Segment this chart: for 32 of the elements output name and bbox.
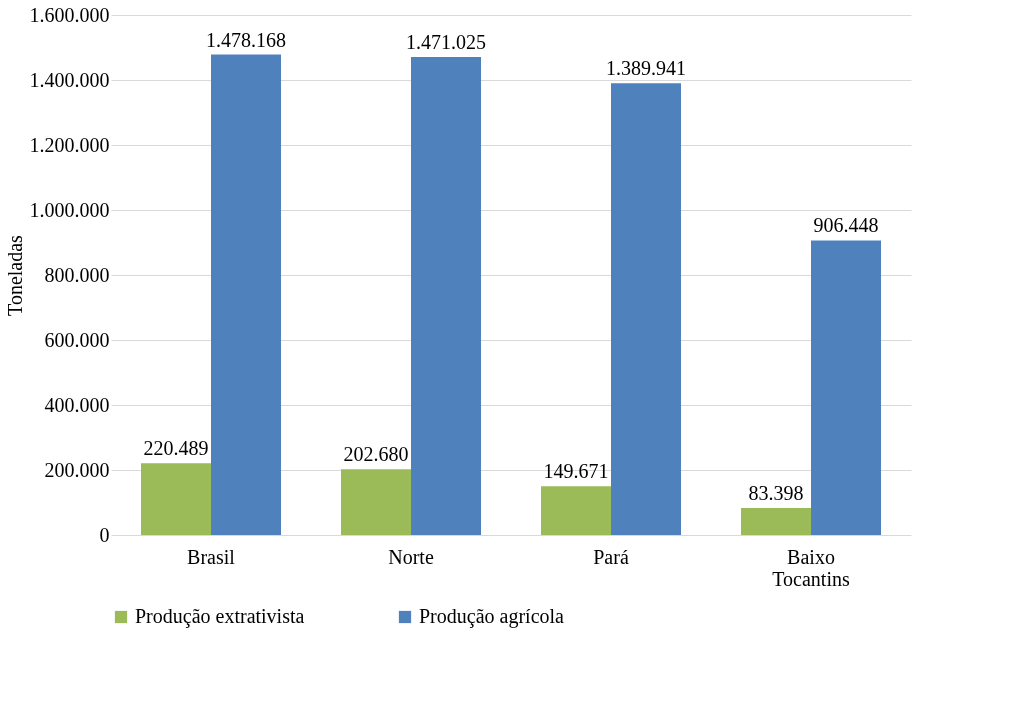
y-axis-title: Toneladas [3,234,26,316]
y-tick-label: 200.000 [44,458,110,481]
bar [141,463,211,535]
data-label: 202.680 [343,443,409,466]
y-tick-label: 1.000.000 [29,198,110,221]
data-label: 83.398 [748,481,804,504]
x-tick-label: Norte [388,545,434,568]
data-label: 1.478.168 [206,28,286,51]
data-label: 1.471.025 [406,30,486,53]
x-tick-label: Pará [593,545,629,568]
y-tick-label: 0 [99,523,110,546]
bar [211,54,281,535]
legend-label: Produção agrícola [419,605,565,628]
data-label: 220.489 [143,437,209,460]
legend-label: Produção extrativista [135,605,305,628]
bar [811,240,881,535]
data-label: 1.389.941 [606,57,686,80]
x-tick-label: Brasil [187,545,236,568]
y-tick-label: 400.000 [44,393,110,416]
bar [411,56,481,535]
data-label: 906.448 [813,214,879,237]
bar [341,469,411,535]
bar [741,507,811,535]
y-tick-label: 800.000 [44,263,110,286]
bar [541,486,611,535]
y-tick-label: 1.400.000 [29,68,110,91]
x-tick-label: Baixo Tocantins [772,545,850,590]
y-tick-label: 1.600.000 [29,3,110,26]
data-label: 149.671 [543,460,609,483]
y-tick-label: 600.000 [44,328,110,351]
bar [611,83,681,535]
y-tick-label: 1.200.000 [29,133,110,156]
